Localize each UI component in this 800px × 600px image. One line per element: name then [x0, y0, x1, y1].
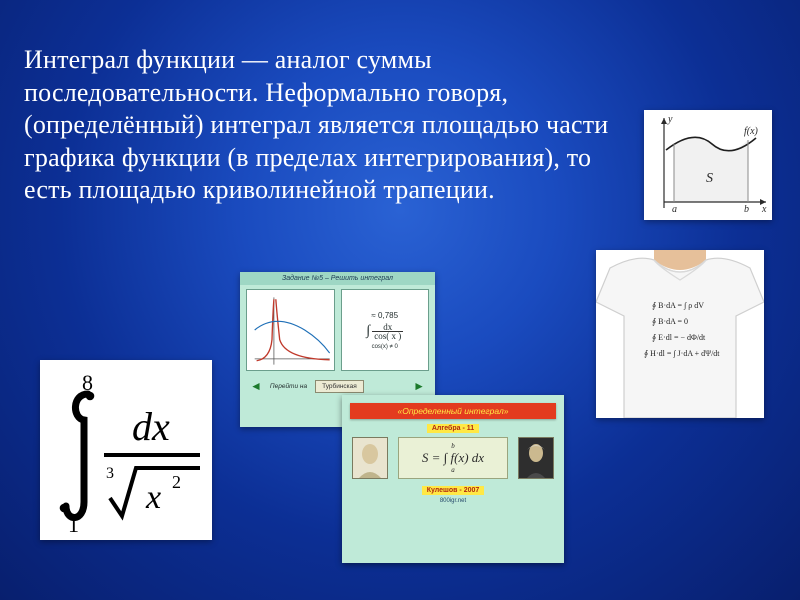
shot1-arrow-right-icon: ► [413, 379, 425, 393]
shot2-int-upper: b [405, 442, 501, 450]
shot2-red-title: «Определенный интеграл» [350, 403, 556, 419]
graph-fx-label: f(x) [744, 126, 759, 137]
mini-screenshot-2: «Определенный интеграл» Алгебра - 11 b S… [342, 395, 564, 563]
shot2-portrait-right [518, 437, 554, 479]
shot1-left-caption: Перейти на [270, 383, 307, 390]
tshirt-line3: ∮ E·dl = − dΦ/dt [652, 333, 706, 342]
shot2-tag-bottom: Кулешов - 2007 [422, 486, 485, 495]
shot1-button-1: Турбинская [315, 380, 364, 393]
shot2-int-expr: S = ∫ f(x) dx [422, 450, 484, 465]
shot1-approx-value: ≈ 0,785 [371, 311, 398, 320]
shot1-rhs-bottom: cos( x ) [372, 332, 403, 340]
shot2-int-lower: a [405, 466, 501, 474]
shot1-note: cos(x) ≠ 0 [372, 344, 398, 350]
slide-body-text: Интеграл функции — аналог суммы последов… [24, 44, 644, 207]
graph-y-label: y [667, 114, 673, 125]
graph-s-label: S [706, 171, 713, 186]
root-index: 3 [106, 465, 114, 482]
tshirt-line1: ∮ B·dA = ∫ ρ dV [652, 301, 704, 310]
slide: Интеграл функции — аналог суммы последов… [0, 0, 800, 600]
graph-b-label: b [744, 204, 749, 215]
tshirt-line2: ∮ B·dA = 0 [652, 317, 688, 326]
shot2-portrait-left [352, 437, 388, 479]
shot2-tag-top: Алгебра - 11 [427, 424, 479, 433]
graph-a-label: a [672, 204, 677, 215]
integral-formula-panel: 8 1 dx 3 x 2 [40, 360, 212, 540]
shot2-footer: 800igr.net [342, 496, 564, 504]
area-under-curve-graph: y x f(x) S a b [644, 110, 772, 220]
shot2-definite-integral: b S = ∫ f(x) dx a [398, 437, 508, 479]
shot1-formula-panel: ≈ 0,785 ∫ dx cos( x ) cos(x) ≠ 0 [341, 289, 430, 371]
tshirt-image: ∮ B·dA = ∫ ρ dV ∮ B·dA = 0 ∮ E·dl = − dΦ… [596, 250, 764, 418]
shot1-plot-panel [246, 289, 335, 371]
integral-numerator: dx [132, 404, 170, 449]
graph-x-label: x [761, 204, 767, 215]
shot1-title: Задание №5 – Решить интеграл [240, 272, 435, 285]
shot1-arrow-left-icon: ◄ [250, 379, 262, 393]
radicand-exp: 2 [172, 472, 181, 492]
radicand-base: x [145, 479, 161, 516]
tshirt-line4: ∮ H·dl = ∫ J·dA + dΨ/dt [644, 349, 720, 358]
